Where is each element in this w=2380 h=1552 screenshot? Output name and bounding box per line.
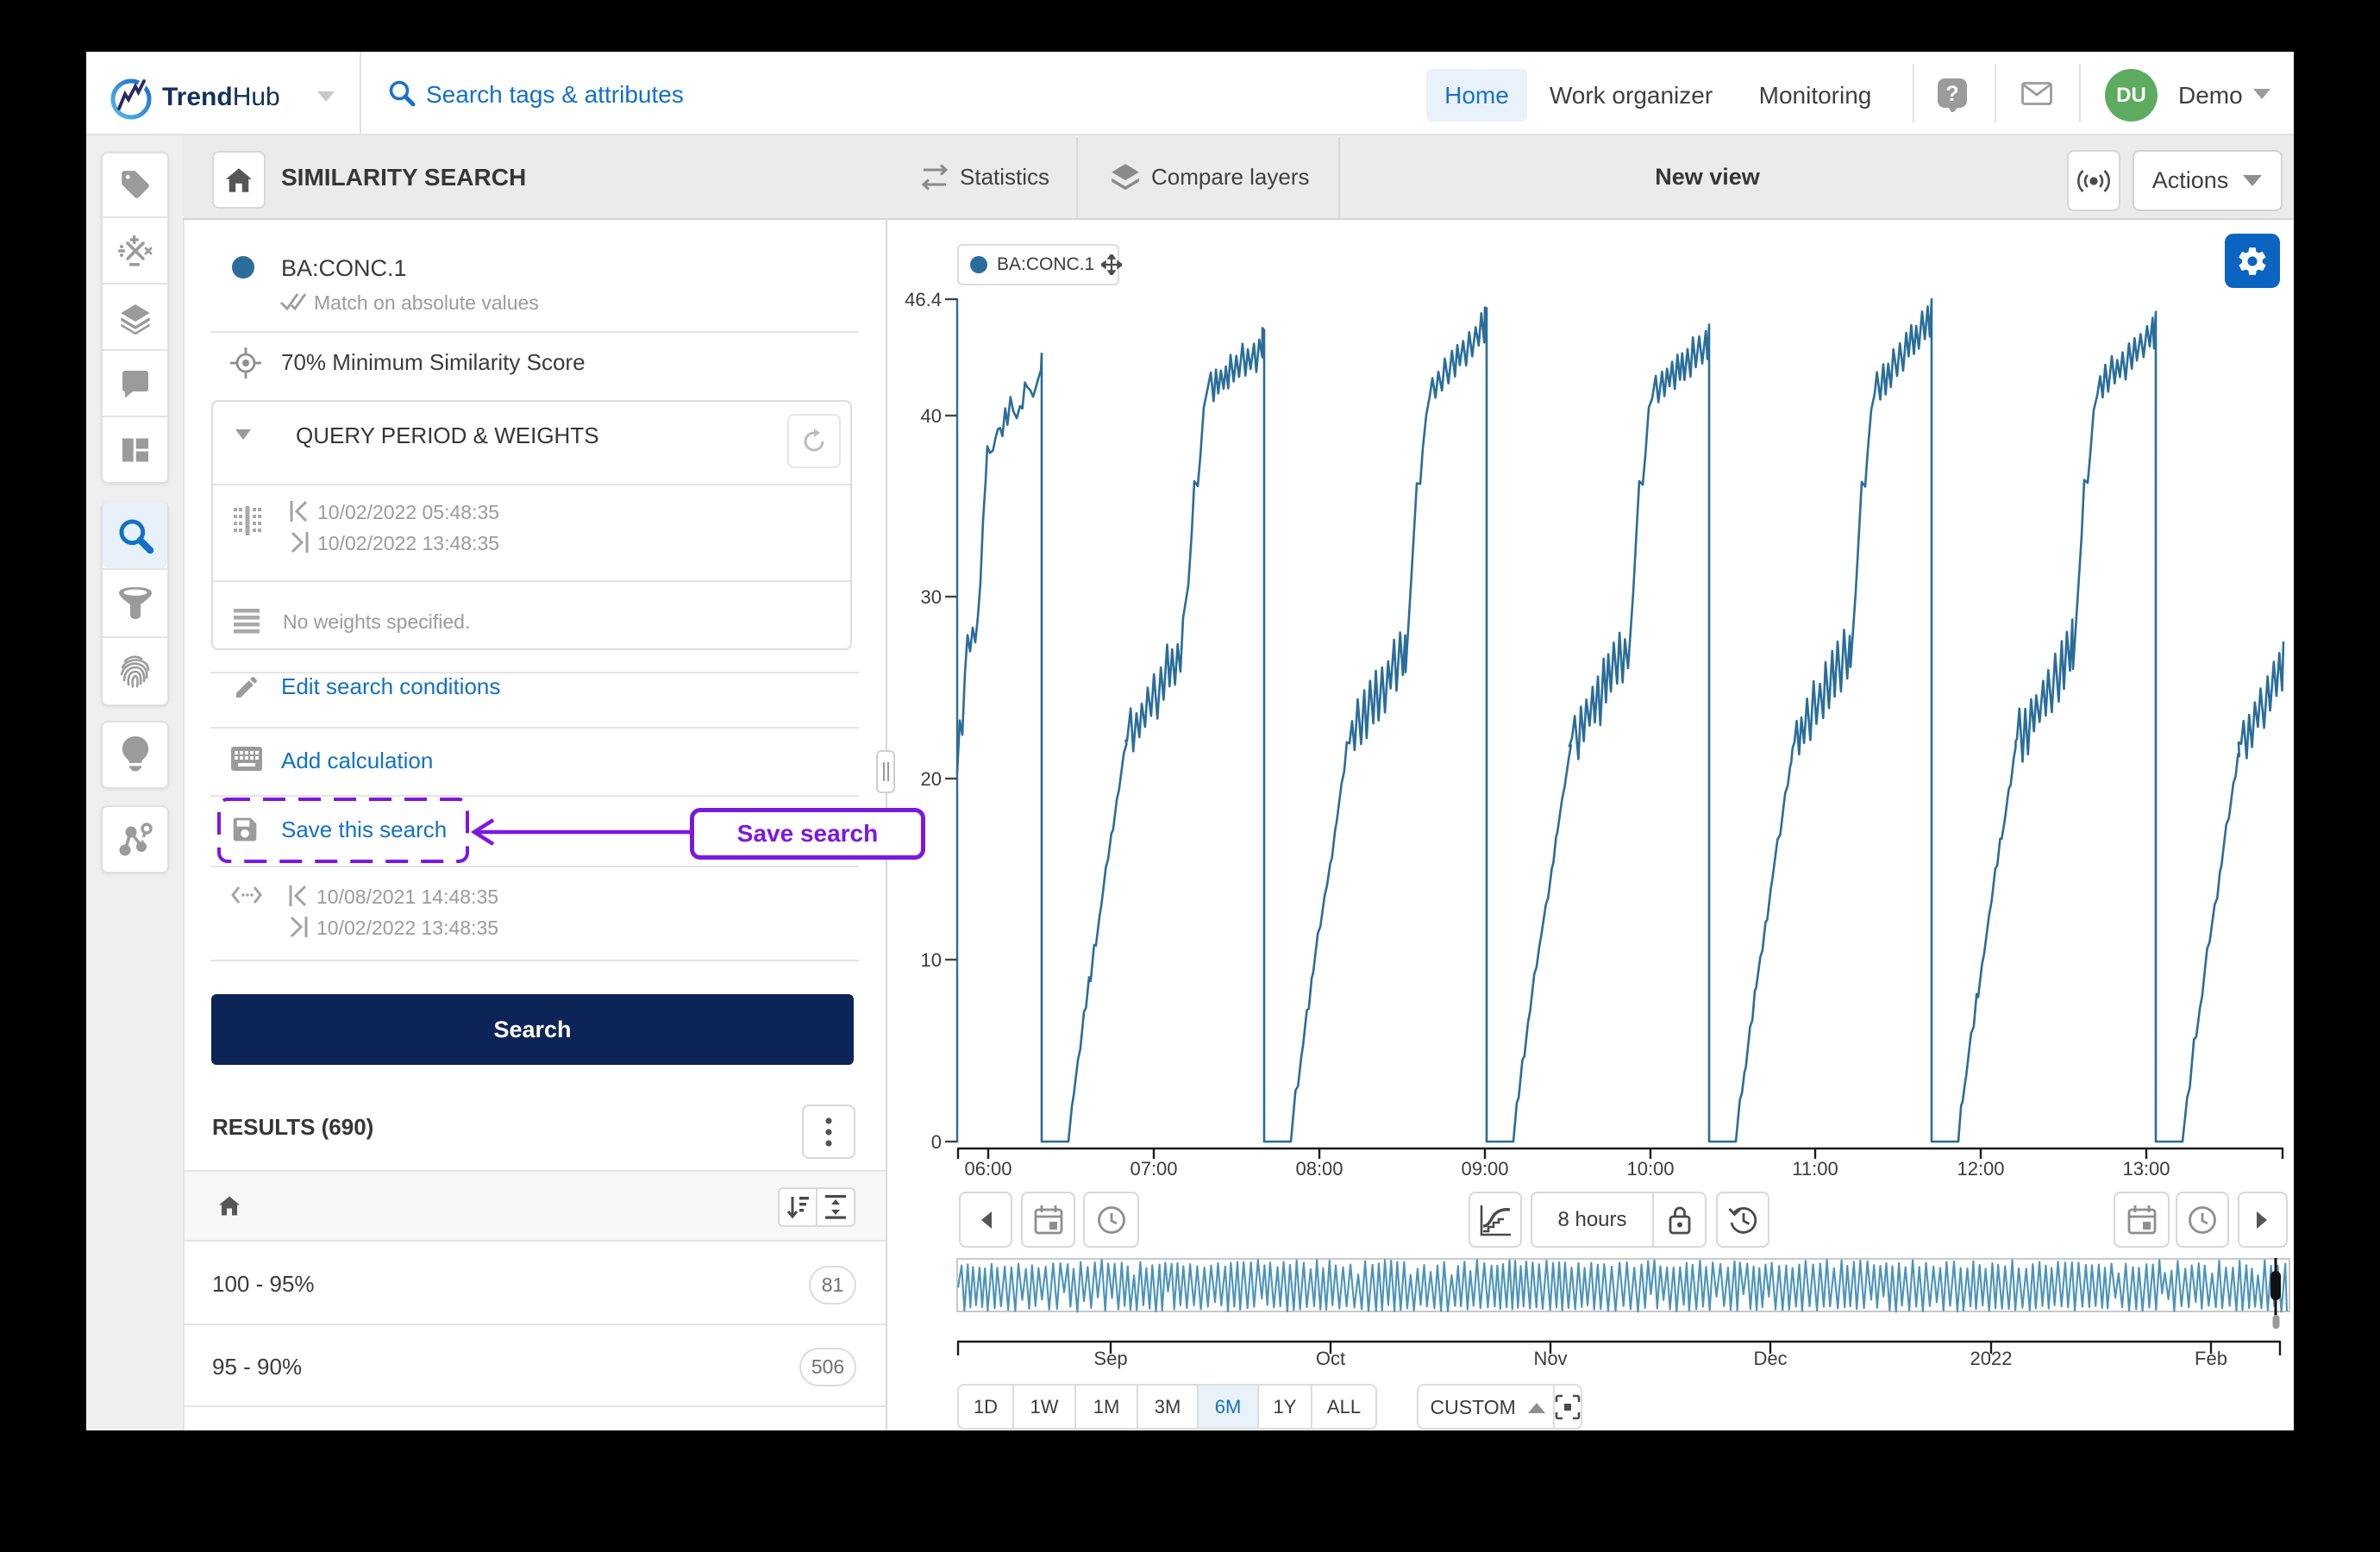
svg-text:07:00: 07:00 <box>1130 1158 1177 1180</box>
svg-text:Sep: Sep <box>1093 1348 1127 1369</box>
svg-text:06:00: 06:00 <box>964 1158 1012 1180</box>
svg-text:10: 10 <box>921 949 942 971</box>
svg-text:46.4: 46.4 <box>905 289 942 310</box>
svg-text:10:00: 10:00 <box>1626 1158 1674 1180</box>
svg-text:40: 40 <box>921 405 942 427</box>
svg-text:Nov: Nov <box>1533 1348 1567 1369</box>
svg-text:Dec: Dec <box>1753 1348 1787 1369</box>
svg-text:11:00: 11:00 <box>1792 1158 1838 1180</box>
svg-text:0: 0 <box>931 1131 942 1153</box>
svg-text:30: 30 <box>921 586 942 608</box>
svg-text:Oct: Oct <box>1316 1348 1345 1369</box>
svg-text:12:00: 12:00 <box>1957 1158 2004 1180</box>
svg-text:09:00: 09:00 <box>1461 1158 1508 1180</box>
svg-text:13:00: 13:00 <box>2122 1158 2170 1180</box>
svg-text:Feb: Feb <box>2195 1348 2227 1369</box>
svg-text:20: 20 <box>921 768 942 790</box>
svg-text:?: ? <box>1945 82 1958 106</box>
svg-text:2022: 2022 <box>1970 1348 2013 1369</box>
svg-text:08:00: 08:00 <box>1295 1158 1343 1180</box>
